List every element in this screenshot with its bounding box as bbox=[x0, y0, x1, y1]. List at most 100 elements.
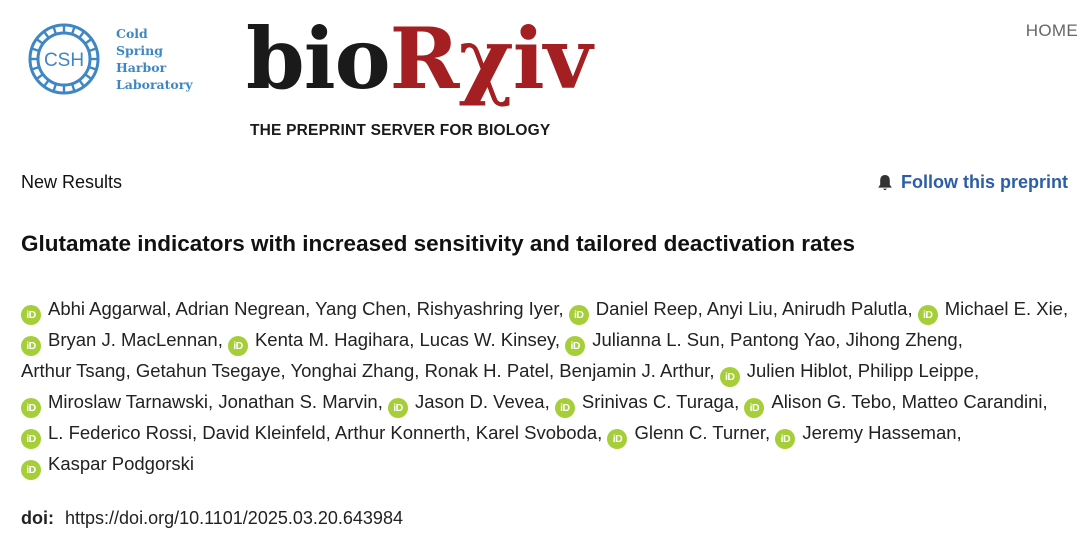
author-item: Jonathan S. Marvin, bbox=[218, 391, 383, 412]
author-item: iD L. Federico Rossi, bbox=[21, 422, 198, 449]
author-name[interactable]: Getahun Tsegaye bbox=[135, 360, 281, 381]
author-separator: , bbox=[734, 391, 740, 412]
author-name[interactable]: Glenn C. Turner bbox=[634, 422, 766, 443]
author-item: David Kleinfeld, bbox=[202, 422, 331, 443]
author-separator: , bbox=[956, 422, 962, 443]
author-name[interactable]: Julianna L. Sun bbox=[592, 329, 720, 350]
author-name[interactable]: Lucas W. Kinsey bbox=[419, 329, 555, 350]
orcid-icon[interactable]: iD bbox=[21, 398, 41, 418]
orcid-icon[interactable]: iD bbox=[21, 305, 41, 325]
home-link[interactable]: HOME bbox=[1025, 21, 1078, 40]
dna-rung bbox=[70, 26, 76, 35]
orcid-icon[interactable]: iD bbox=[917, 305, 938, 325]
author-name[interactable]: L. Federico Rossi bbox=[48, 422, 192, 443]
author-name[interactable]: Abhi Aggarwal bbox=[48, 298, 167, 319]
csh-dna-ring-icon: CSH bbox=[28, 23, 100, 95]
author-name[interactable]: Adrian Negrean bbox=[175, 298, 306, 319]
bell-icon bbox=[878, 174, 892, 190]
author-name[interactable]: Benjamin J. Arthur bbox=[559, 360, 710, 381]
author-item: Anirudh Palutla, bbox=[782, 298, 913, 319]
author-item: iD Jason D. Vevea, bbox=[388, 391, 550, 418]
author-name[interactable]: Yang Chen bbox=[315, 298, 407, 319]
orcid-icon[interactable]: iD bbox=[775, 429, 796, 449]
orcid-icon[interactable]: iD bbox=[554, 398, 575, 418]
author-name[interactable]: Srinivas C. Turaga bbox=[581, 391, 735, 412]
author-name[interactable]: Jason D. Vevea bbox=[415, 391, 545, 412]
csh-abbrev: CSH bbox=[44, 50, 84, 71]
dna-rung bbox=[70, 83, 76, 92]
author-list: iD Abhi Aggarwal, Adrian Negrean, Yang Ch… bbox=[21, 294, 1071, 480]
author-name[interactable]: Philipp Leippe bbox=[857, 360, 974, 381]
author-name[interactable]: Michael E. Xie bbox=[944, 298, 1063, 319]
author-item: iD Miroslaw Tarnawski, bbox=[21, 391, 214, 418]
dna-rung bbox=[84, 38, 93, 45]
author-item: Arthur Konnerth, bbox=[335, 422, 471, 443]
doi-row: doi: https://doi.org/10.1101/2025.03.20.… bbox=[21, 508, 403, 529]
orcid-icon[interactable]: iD bbox=[568, 305, 589, 325]
author-separator: , bbox=[1062, 298, 1069, 319]
author-name[interactable]: Anyi Liu bbox=[706, 298, 773, 319]
author-item: Lucas W. Kinsey, bbox=[420, 329, 561, 350]
csh-logo[interactable]: CSH Cold Spring Harbor Laboratory bbox=[22, 16, 212, 102]
orcid-icon[interactable]: iD bbox=[565, 336, 586, 356]
follow-preprint-button[interactable]: Follow this preprint bbox=[877, 172, 1068, 193]
author-item: iD Kenta M. Hagihara, bbox=[227, 329, 414, 356]
orcid-icon[interactable]: iD bbox=[21, 336, 41, 356]
author-name[interactable]: Pantong Yao bbox=[730, 329, 836, 350]
orcid-icon[interactable]: iD bbox=[21, 460, 41, 480]
author-separator: , bbox=[847, 360, 853, 381]
biorxiv-wordmark: bioRχiv bbox=[246, 4, 593, 114]
author-item: Philipp Leippe, bbox=[858, 360, 979, 381]
author-separator: , bbox=[414, 360, 420, 381]
author-name[interactable]: Karel Svoboda bbox=[475, 422, 598, 443]
author-separator: , bbox=[191, 422, 198, 443]
author-name[interactable]: Rishyashring Iyer bbox=[416, 298, 559, 319]
author-name[interactable]: Arthur Konnerth bbox=[334, 422, 466, 443]
dna-rung bbox=[52, 83, 58, 92]
brand-suffix: Rχiv bbox=[389, 9, 593, 108]
author-name[interactable]: Jonathan S. Marvin bbox=[218, 391, 378, 412]
author-separator: , bbox=[208, 391, 214, 412]
author-item: iD Michael E. Xie, bbox=[917, 298, 1069, 325]
author-item: Jihong Zheng, bbox=[846, 329, 963, 350]
author-separator: , bbox=[544, 391, 550, 412]
orcid-icon[interactable]: iD bbox=[227, 336, 248, 356]
author-name[interactable]: Miroslaw Tarnawski bbox=[48, 391, 209, 412]
author-name[interactable]: Matteo Carandini bbox=[901, 391, 1043, 412]
article-type-label: New Results bbox=[21, 172, 123, 192]
author-name[interactable]: Ronak H. Patel bbox=[424, 360, 549, 381]
orcid-icon[interactable]: iD bbox=[744, 398, 765, 418]
orcid-icon[interactable]: iD bbox=[719, 367, 740, 387]
author-name[interactable]: Daniel Reep bbox=[595, 298, 698, 319]
author-separator: , bbox=[891, 391, 897, 412]
author-name[interactable]: Alison G. Tebo bbox=[771, 391, 892, 412]
author-name[interactable]: Julien Hiblot bbox=[746, 360, 848, 381]
biorxiv-logo[interactable]: bioRχiv THE PREPRINT SERVER FOR BIOLOGY bbox=[246, 4, 592, 144]
author-name[interactable]: David Kleinfeld bbox=[202, 422, 326, 443]
orcid-icon[interactable]: iD bbox=[388, 398, 409, 418]
article-title: Glutamate indicators with increased sens… bbox=[21, 231, 856, 256]
author-name[interactable]: Arthur Tsang bbox=[21, 360, 126, 381]
orcid-icon[interactable]: iD bbox=[21, 429, 41, 449]
author-name[interactable]: Jihong Zheng bbox=[845, 329, 958, 350]
author-separator: , bbox=[719, 329, 725, 350]
author-name[interactable]: Jeremy Hasseman bbox=[802, 422, 957, 443]
orcid-icon[interactable]: iD bbox=[607, 429, 628, 449]
dna-rung bbox=[84, 73, 93, 80]
author-separator: , bbox=[305, 298, 311, 319]
doi-link[interactable]: https://doi.org/10.1101/2025.03.20.64398… bbox=[65, 508, 403, 528]
author-item: Matteo Carandini, bbox=[902, 391, 1048, 412]
author-item: iD Abhi Aggarwal, bbox=[21, 298, 171, 325]
author-name[interactable]: Bryan J. MacLennan bbox=[48, 329, 218, 350]
author-name[interactable]: Anirudh Palutla bbox=[781, 298, 908, 319]
author-name[interactable]: Kaspar Podgorski bbox=[48, 453, 195, 474]
dna-rung bbox=[31, 65, 40, 71]
author-item: Pantong Yao, bbox=[730, 329, 840, 350]
csh-line-2: Spring bbox=[116, 43, 163, 58]
author-item: Benjamin J. Arthur, bbox=[559, 360, 714, 381]
author-name[interactable]: Kenta M. Hagihara bbox=[254, 329, 410, 350]
author-separator: , bbox=[835, 329, 841, 350]
author-item: iD Daniel Reep, bbox=[568, 298, 703, 325]
author-name[interactable]: Yonghai Zhang bbox=[290, 360, 415, 381]
author-separator: , bbox=[697, 298, 703, 319]
